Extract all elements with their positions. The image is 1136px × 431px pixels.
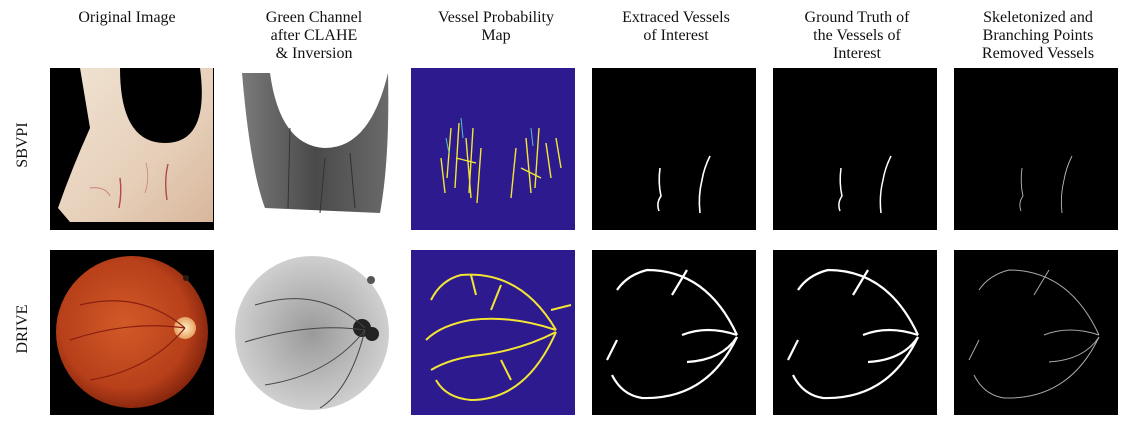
row-label-drive: DRIVE — [14, 304, 31, 354]
sbvpi-skeletonized-vessels — [954, 68, 1118, 230]
row-label-sbvpi: SBVPI — [14, 122, 31, 168]
sbvpi-green-channel-image — [230, 68, 394, 230]
drive-original-image — [50, 250, 214, 415]
header-skeletonized: Skeletonized and Branching Points Remove… — [981, 9, 1095, 62]
drive-extracted-vessels — [592, 250, 756, 415]
drive-vessel-probability-map — [411, 250, 575, 415]
header-extracted-vessels: Extraced Vessels of Interest — [622, 9, 730, 44]
sbvpi-original-image — [50, 68, 214, 230]
drive-skeletonized-vessels — [954, 250, 1118, 415]
drive-green-channel-image — [230, 250, 394, 415]
header-original-image: Original Image — [78, 9, 176, 26]
header-vessel-probability-map: Vessel Probability Map — [438, 9, 554, 44]
header-ground-truth: Ground Truth of the Vessels of Interest — [804, 9, 910, 62]
sbvpi-extracted-vessels — [592, 68, 756, 230]
sbvpi-ground-truth — [773, 68, 937, 230]
drive-ground-truth — [773, 250, 937, 415]
header-green-channel: Green Channel after CLAHE & Inversion — [265, 9, 363, 62]
sbvpi-vessel-probability-map — [411, 68, 575, 230]
